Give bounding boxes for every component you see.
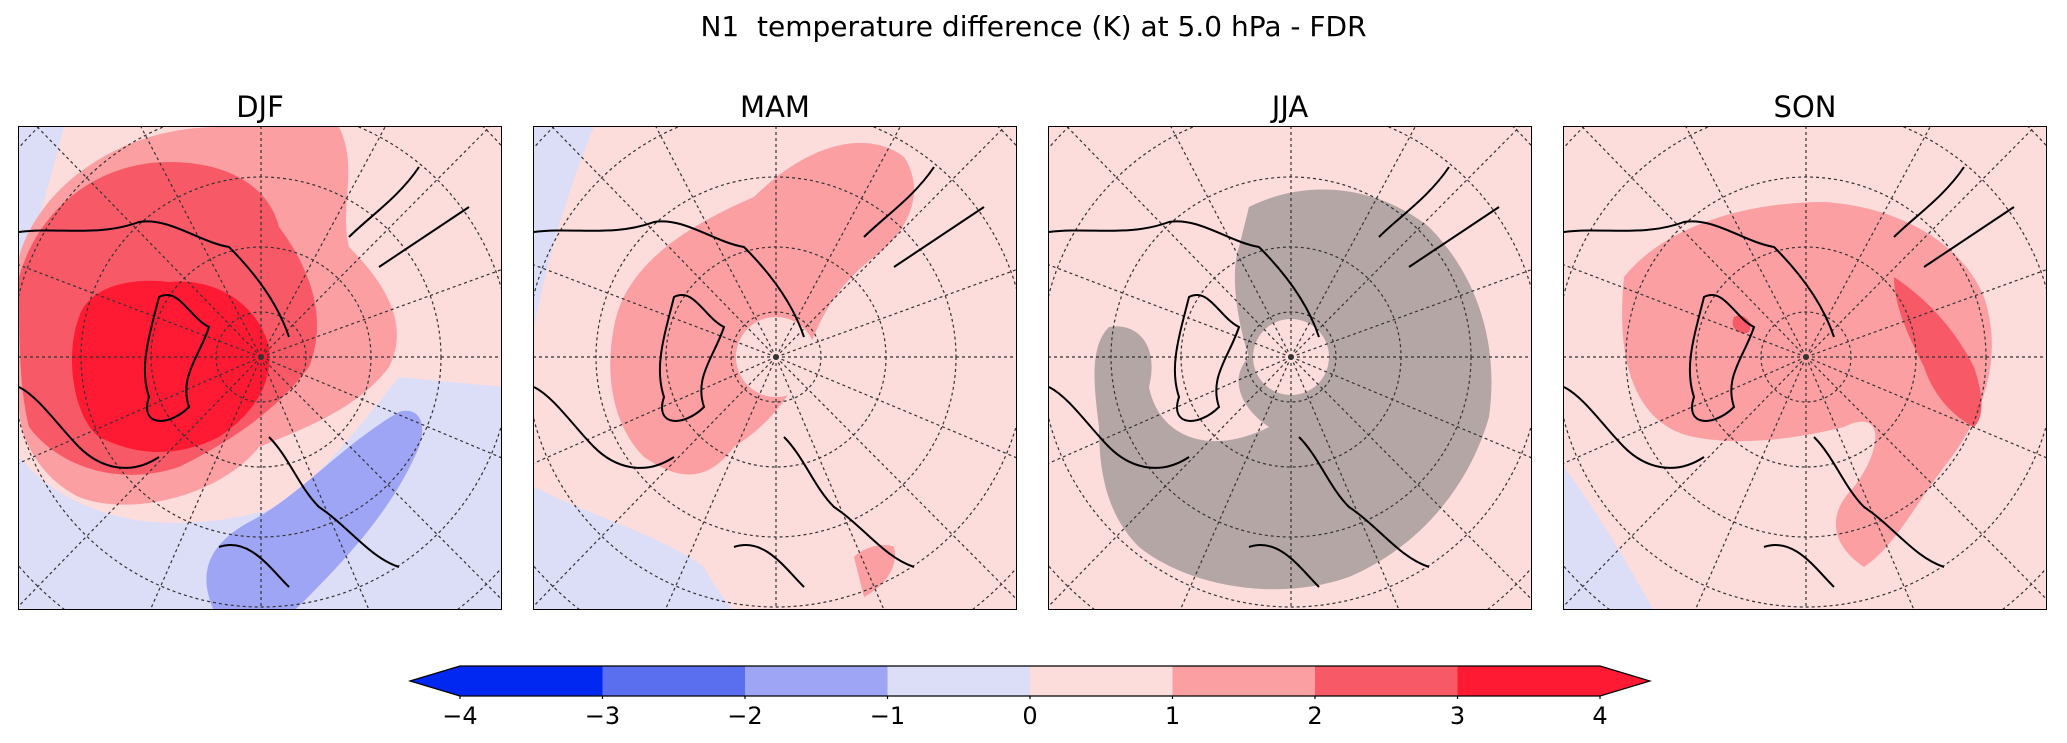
colorbar-tick-label: 0 <box>1022 702 1038 730</box>
colorbar-tick-label: −1 <box>869 702 906 730</box>
figure-title: N1 temperature difference (K) at 5.0 hPa… <box>700 10 1367 43</box>
colorbar-bin-6 <box>1315 666 1458 696</box>
colorbar-bin-7 <box>1457 666 1601 696</box>
colorbar-extend-low <box>410 666 460 696</box>
field-plus3-djf <box>71 280 270 452</box>
colorbar-bin-4 <box>1030 666 1173 696</box>
colorbar-bin-3 <box>887 666 1031 696</box>
panel-title-mam: MAM <box>740 90 810 124</box>
colorbar-tick-label: −2 <box>727 702 763 730</box>
colorbar-extend-high <box>1600 666 1650 696</box>
colorbar-tick-label: −3 <box>584 702 621 730</box>
colorbar-tick-label: 2 <box>1307 702 1323 730</box>
field-minus1-son <box>1564 467 1653 609</box>
panel-title-djf: DJF <box>236 90 284 124</box>
colorbar <box>407 665 1653 699</box>
colorbar-tick-label: 3 <box>1449 702 1466 730</box>
map-panel-mam <box>533 126 1017 610</box>
field-plus2-son <box>1732 277 1982 427</box>
panel-title-son: SON <box>1773 90 1837 124</box>
colorbar-bin-0 <box>460 666 603 696</box>
colorbar-outline <box>407 665 1653 697</box>
colorbar-tick-label: 4 <box>1592 702 1608 730</box>
field-minus2-djf <box>206 410 423 609</box>
panel-title-jja: JJA <box>1271 90 1309 124</box>
colorbar-bin-5 <box>1172 666 1316 696</box>
map-panel-jja <box>1048 126 1532 610</box>
colorbar-bin-2 <box>745 666 888 696</box>
map-panel-djf <box>18 126 502 610</box>
colorbar-bin-1 <box>602 666 746 696</box>
colorbar-tick-label: 1 <box>1164 702 1181 730</box>
map-panel-son <box>1563 126 2047 610</box>
colorbar-tick-label: −4 <box>442 702 478 730</box>
field-minus1-mam <box>534 127 733 609</box>
